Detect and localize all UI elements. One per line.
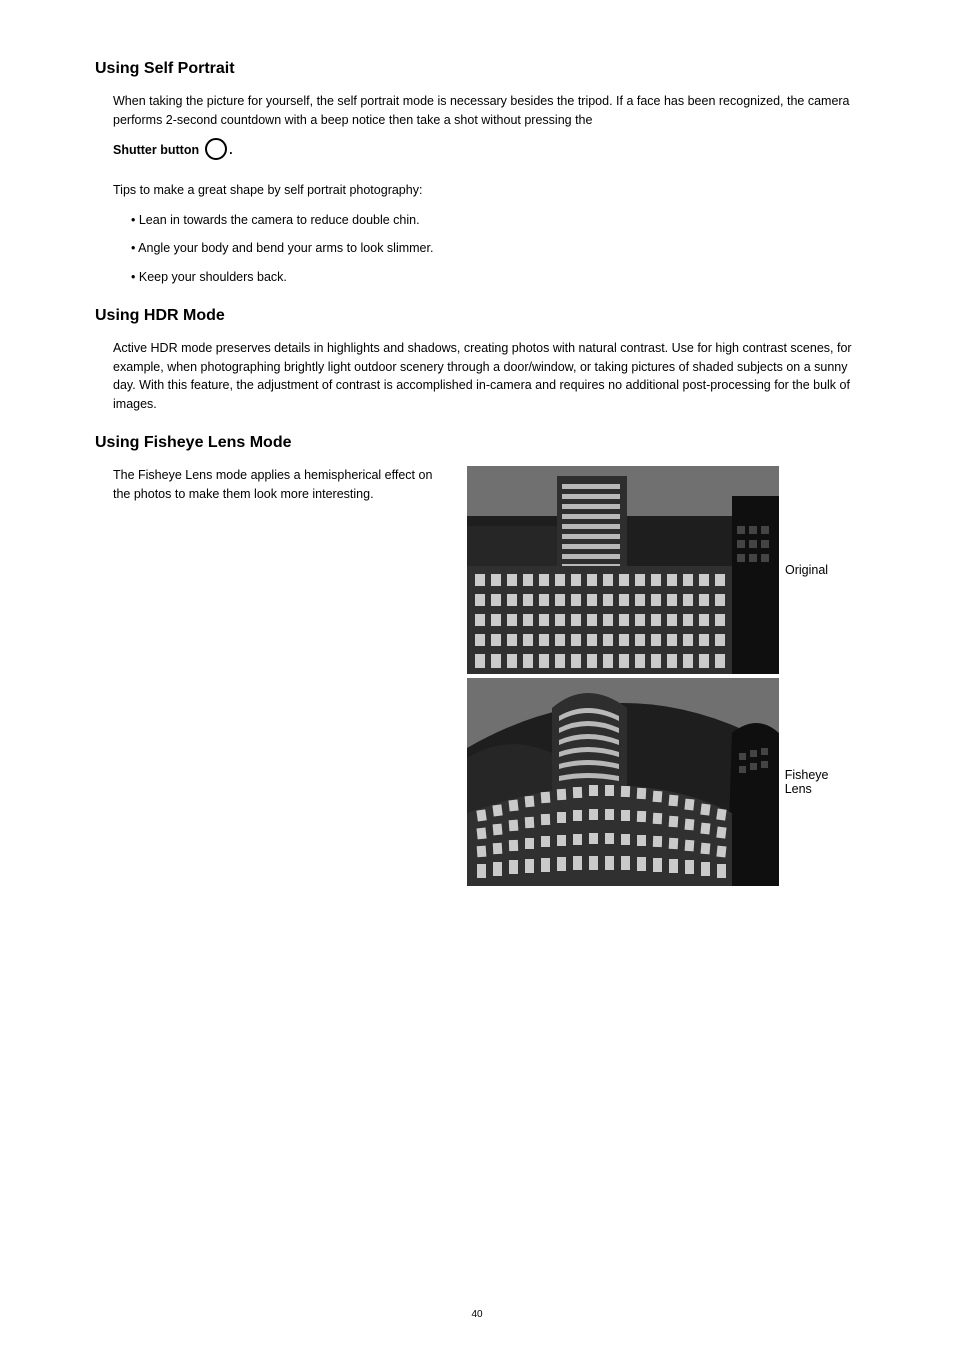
heading-hdr: Using HDR Mode: [95, 307, 859, 325]
shutter-button-line: Shutter button .: [113, 136, 859, 165]
shutter-button-label: Shutter button: [113, 143, 199, 157]
self-portrait-intro: When taking the picture for yourself, th…: [113, 92, 859, 130]
fisheye-image-column: Original: [467, 466, 859, 886]
heading-self-portrait: Using Self Portrait: [95, 60, 859, 78]
list-item: Keep your shoulders back.: [131, 268, 859, 287]
list-item: Angle your body and bend your arms to lo…: [131, 239, 859, 258]
page-number: 40: [0, 1309, 954, 1320]
shutter-circle-icon: [203, 136, 229, 165]
fisheye-row: The Fisheye Lens mode applies a hemisphe…: [95, 466, 859, 886]
heading-fisheye: Using Fisheye Lens Mode: [95, 434, 859, 452]
hdr-body: Active HDR mode preserves details in hig…: [113, 339, 859, 414]
fisheye-label: Fisheye Lens: [785, 768, 859, 796]
tips-intro: Tips to make a great shape by self portr…: [113, 183, 859, 197]
fisheye-image-row: Fisheye Lens: [467, 678, 859, 886]
shutter-period: .: [229, 143, 232, 157]
list-item: Lean in towards the camera to reduce dou…: [131, 211, 859, 230]
original-image-row: Original: [467, 466, 859, 674]
original-image: [467, 466, 779, 674]
self-portrait-bullets: Lean in towards the camera to reduce dou…: [131, 211, 859, 287]
page-container: Using Self Portrait When taking the pict…: [0, 0, 954, 1350]
fisheye-image: [467, 678, 779, 886]
original-label: Original: [785, 563, 828, 577]
fisheye-body: The Fisheye Lens mode applies a hemisphe…: [113, 466, 453, 886]
